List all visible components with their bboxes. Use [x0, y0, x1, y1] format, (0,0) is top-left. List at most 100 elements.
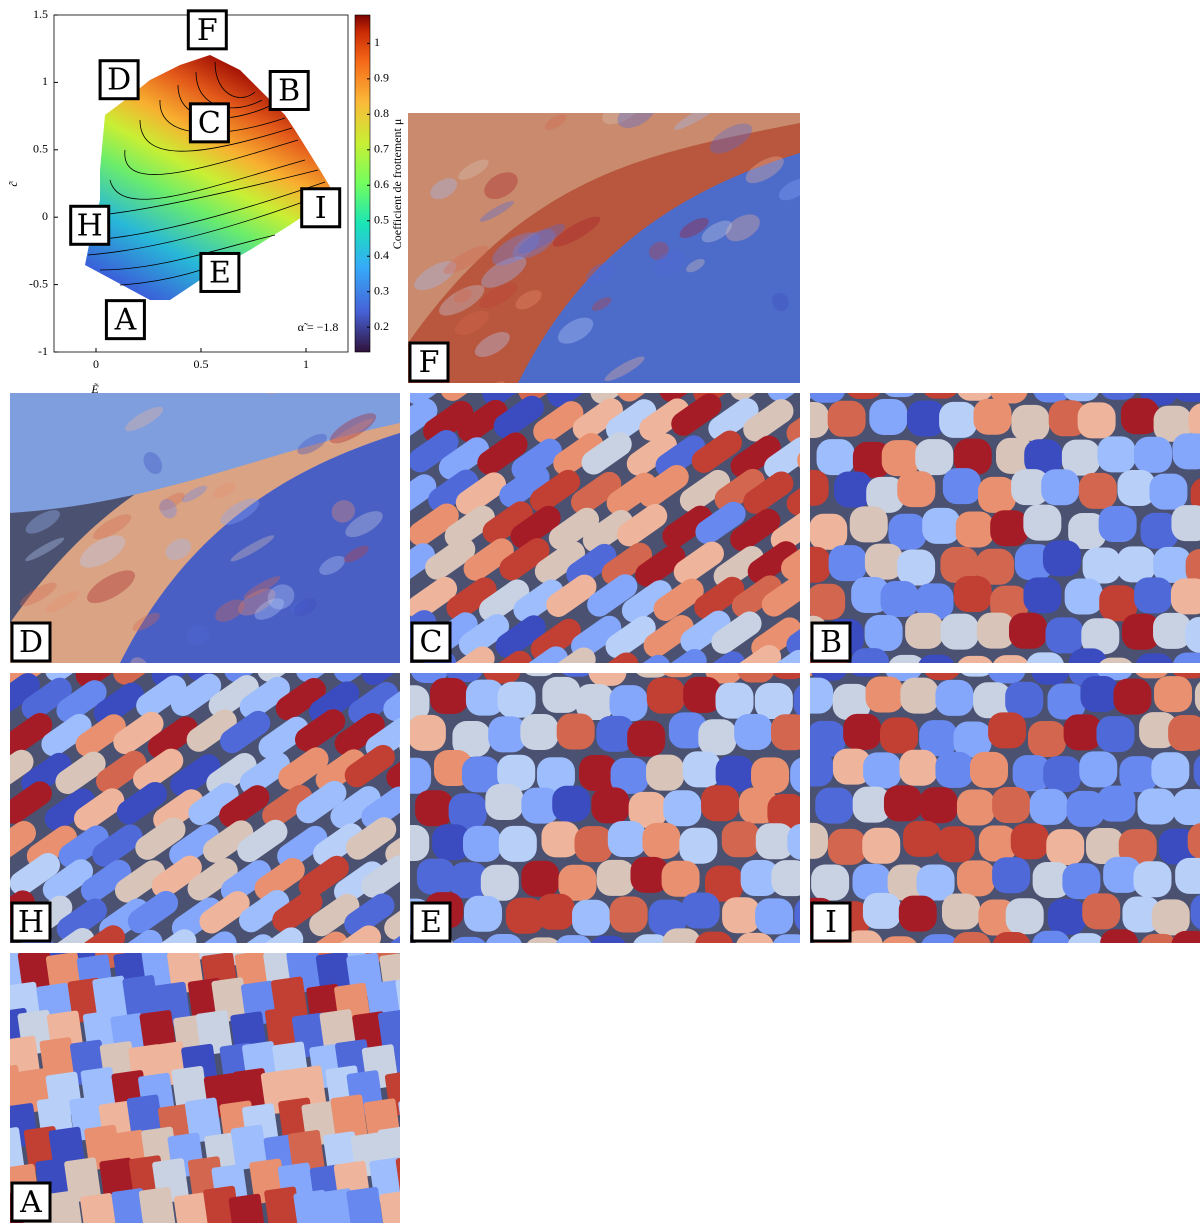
grain: [627, 720, 666, 757]
grain: [1190, 894, 1200, 930]
grain: [663, 790, 702, 827]
grain: [978, 476, 1017, 513]
grain: [815, 787, 854, 824]
label-letter: E: [209, 255, 231, 290]
grain: [828, 545, 867, 582]
label-box: E: [410, 901, 452, 943]
grain: [905, 612, 944, 649]
grain: [740, 860, 779, 897]
grain: [628, 791, 667, 828]
grain: [587, 574, 638, 617]
grain: [940, 546, 979, 583]
grain: [127, 890, 179, 934]
grain: [621, 580, 673, 623]
grain: [973, 398, 1012, 435]
grain: [1005, 681, 1044, 718]
grain: [452, 936, 486, 943]
grain: [379, 1190, 400, 1223]
grain: [851, 673, 881, 677]
grain: [1140, 933, 1178, 943]
grain: [1011, 469, 1050, 506]
grain: [330, 418, 374, 445]
grain: [410, 673, 411, 675]
grain: [1062, 863, 1101, 900]
grain: [262, 784, 313, 828]
grain: [869, 398, 908, 435]
grain: [961, 673, 991, 677]
grain: [410, 474, 437, 517]
grain: [680, 610, 731, 653]
colorbar-tick-label: 0.6: [374, 177, 389, 191]
grain: [151, 855, 202, 898]
grain: [56, 898, 107, 941]
grain: [993, 655, 1029, 663]
grain: [610, 757, 649, 794]
label-box-frame: [69, 204, 111, 246]
grain: [992, 932, 1031, 943]
grain: [897, 471, 936, 508]
grain: [463, 895, 502, 932]
grain: [973, 682, 1012, 719]
grain: [1173, 393, 1200, 402]
grain: [319, 1188, 356, 1223]
grain: [548, 507, 600, 551]
grain: [1048, 400, 1087, 437]
grain: [709, 123, 753, 154]
grain: [170, 673, 222, 716]
grain: [770, 509, 800, 552]
grain: [590, 393, 641, 404]
grain: [743, 399, 794, 442]
grain: [74, 925, 126, 943]
annotation: α̃ = −1.8: [298, 320, 339, 334]
grain: [169, 824, 220, 867]
grain: [448, 793, 487, 830]
grain: [481, 256, 527, 288]
grain: [810, 401, 829, 438]
label-letter: I: [825, 905, 837, 940]
grain: [534, 541, 586, 584]
grain: [915, 439, 954, 476]
grain: [143, 452, 163, 475]
y-axis-label: c̃: [6, 180, 20, 186]
grain: [1061, 439, 1100, 476]
grain: [714, 468, 765, 512]
grain: [126, 1094, 164, 1140]
grain: [695, 501, 746, 545]
grain: [547, 393, 598, 408]
grain: [897, 549, 936, 586]
snapshot-panel: [810, 393, 1200, 663]
grain: [498, 825, 537, 862]
grain: [648, 899, 687, 936]
grain: [1097, 785, 1136, 822]
grain: [558, 864, 597, 901]
grain: [566, 543, 617, 587]
grain: [581, 432, 632, 475]
grain: [682, 751, 721, 788]
grain: [990, 393, 1028, 404]
grain: [275, 678, 326, 721]
contour-lines: [87, 61, 331, 286]
grain: [557, 317, 594, 344]
grain: [452, 720, 491, 757]
grain: [1188, 403, 1200, 439]
grain: [423, 400, 474, 444]
grain: [919, 787, 958, 824]
x-tick-label: 1: [303, 357, 309, 371]
grain: [343, 545, 369, 563]
grain: [734, 713, 773, 750]
grain: [1067, 933, 1105, 943]
grain: [1027, 720, 1066, 757]
grain: [430, 178, 458, 200]
grain: [416, 858, 455, 895]
grain: [708, 398, 759, 441]
grain: [582, 509, 634, 553]
grain: [479, 201, 514, 222]
grain: [545, 647, 596, 663]
grain: [953, 438, 992, 475]
grain: [219, 785, 270, 828]
grain: [195, 1010, 233, 1056]
grain: [457, 399, 508, 443]
grain: [186, 931, 237, 943]
grain: [361, 786, 400, 829]
grain-band: [10, 393, 400, 513]
